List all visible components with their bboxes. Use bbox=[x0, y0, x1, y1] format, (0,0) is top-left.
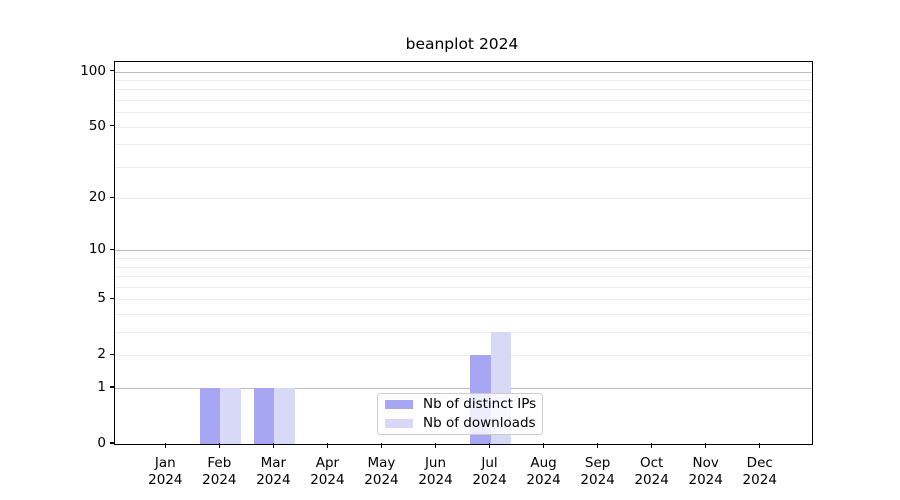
y-tick-label: 0 bbox=[97, 435, 106, 451]
x-tick-label: Nov 2024 bbox=[688, 455, 723, 488]
x-tick-mark bbox=[542, 443, 545, 448]
x-tick-mark bbox=[164, 443, 166, 448]
x-tick-label: Feb 2024 bbox=[202, 455, 237, 488]
x-tick-label: Oct 2024 bbox=[634, 455, 669, 488]
y-tick-label: 2 bbox=[97, 346, 106, 363]
gridline-minor bbox=[115, 89, 812, 91]
x-tick-label: May 2024 bbox=[364, 455, 399, 488]
x-tick-mark bbox=[759, 443, 761, 448]
legend: Nb of distinct IPs Nb of downloads bbox=[377, 393, 543, 435]
x-tick-label: Aug 2024 bbox=[526, 455, 561, 488]
bar-distinct-ips bbox=[199, 388, 221, 444]
bar-downloads bbox=[220, 388, 242, 444]
y-tick-mark bbox=[109, 353, 114, 356]
gridline-minor bbox=[115, 258, 812, 260]
x-tick-mark bbox=[272, 443, 275, 448]
x-tick-label: Mar 2024 bbox=[256, 455, 291, 488]
gridline-minor bbox=[115, 79, 812, 81]
gridline-minor bbox=[115, 266, 812, 268]
gridline-minor bbox=[115, 299, 812, 301]
legend-item-downloads: Nb of downloads bbox=[385, 414, 542, 433]
legend-label-downloads: Nb of downloads bbox=[423, 415, 536, 431]
legend-swatch-downloads bbox=[385, 419, 413, 428]
x-tick-mark bbox=[705, 443, 707, 448]
x-tick-mark bbox=[326, 443, 329, 448]
y-tick-mark bbox=[109, 442, 114, 444]
gridline-minor bbox=[115, 99, 812, 101]
gridline-major bbox=[115, 250, 812, 252]
gridline-minor bbox=[115, 332, 812, 334]
gridline-minor bbox=[115, 276, 812, 278]
x-tick-label: Apr 2024 bbox=[310, 455, 345, 488]
gridline-minor bbox=[115, 355, 812, 357]
y-tick-label: 20 bbox=[88, 189, 106, 206]
x-tick-label: Dec 2024 bbox=[742, 455, 777, 488]
bar-downloads bbox=[274, 388, 296, 444]
gridline-minor bbox=[115, 198, 812, 200]
gridline-minor bbox=[115, 144, 812, 146]
gridline-minor bbox=[115, 166, 812, 168]
bar-distinct-ips bbox=[253, 388, 275, 444]
x-tick-mark bbox=[488, 443, 491, 448]
gridline-minor bbox=[115, 286, 812, 288]
legend-label-distinct-ips: Nb of distinct IPs bbox=[423, 396, 537, 412]
x-tick-mark bbox=[434, 443, 437, 448]
x-tick-label: Jan 2024 bbox=[148, 455, 183, 488]
y-tick-mark bbox=[109, 196, 114, 198]
y-tick-mark bbox=[109, 386, 114, 388]
x-tick-label: Sep 2024 bbox=[580, 455, 615, 488]
y-tick-mark bbox=[109, 297, 114, 300]
gridline-major bbox=[115, 71, 812, 73]
x-tick-label: Jul 2024 bbox=[472, 455, 507, 488]
chart-title: beanplot 2024 bbox=[405, 35, 519, 53]
gridline-minor bbox=[115, 126, 812, 128]
y-tick-mark bbox=[109, 69, 114, 72]
x-tick-label: Jun 2024 bbox=[418, 455, 453, 488]
gridline-major bbox=[115, 388, 812, 390]
legend-swatch-distinct-ips bbox=[385, 400, 413, 409]
plot-area bbox=[114, 61, 813, 445]
x-tick-mark bbox=[380, 443, 383, 448]
x-tick-mark bbox=[650, 443, 653, 448]
y-tick-label: 100 bbox=[80, 62, 106, 79]
y-tick-mark bbox=[109, 248, 114, 251]
gridline-minor bbox=[115, 112, 812, 114]
y-tick-label: 1 bbox=[97, 379, 106, 396]
y-tick-label: 10 bbox=[88, 241, 106, 258]
y-tick-mark bbox=[109, 124, 114, 127]
y-tick-label: 50 bbox=[88, 117, 106, 134]
legend-item-distinct-ips: Nb of distinct IPs bbox=[385, 395, 542, 414]
x-tick-mark bbox=[596, 443, 599, 448]
gridline-minor bbox=[115, 314, 812, 316]
x-tick-mark bbox=[218, 443, 221, 448]
y-tick-label: 5 bbox=[97, 290, 106, 307]
